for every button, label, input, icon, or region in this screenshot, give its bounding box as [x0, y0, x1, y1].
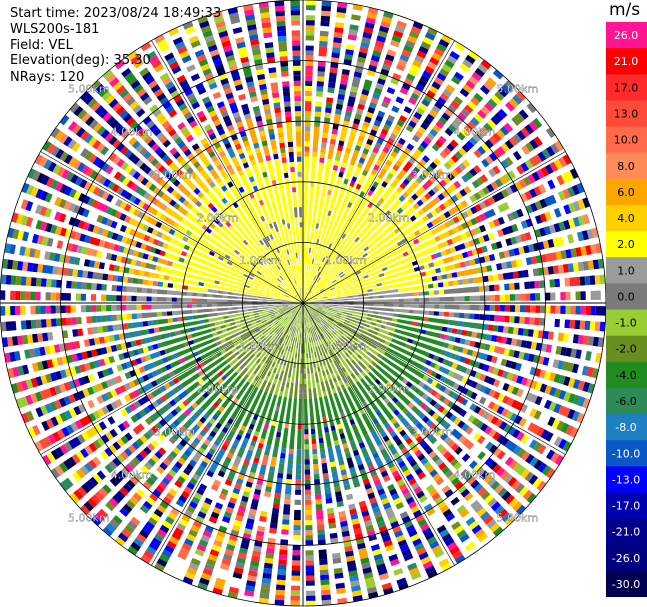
colorbar-swatch: [606, 204, 647, 232]
instrument-label: WLS200s-181: [10, 22, 100, 37]
colorbar-swatch: [606, 387, 647, 415]
ring-label: 1.00km: [239, 254, 281, 267]
ring-label: 4.00km: [111, 468, 153, 481]
colorbar-tick-label: -21.0: [612, 526, 640, 539]
spoke-150: [302, 302, 455, 566]
ring-label: 2.00km: [368, 211, 410, 224]
colorbar-tick-label: 13.0: [614, 107, 639, 120]
spoke-330: [151, 40, 304, 304]
colorbar-tick-label: -1.0: [615, 317, 636, 330]
ring-label: 1.00km: [325, 340, 367, 353]
spoke-240: [40, 302, 304, 455]
colorbar-swatch: [606, 335, 647, 363]
colorbar-tick-label: -10.0: [612, 447, 640, 460]
colorbar-swatch: [606, 152, 647, 180]
colorbar-swatch: [606, 414, 647, 441]
spoke-300: [40, 151, 304, 304]
ring-label: 5.00km: [68, 83, 110, 96]
colorbar-swatch: [606, 48, 647, 75]
colorbar-tick-label: 21.0: [614, 55, 639, 68]
spoke-120: [302, 302, 566, 455]
colorbar-tick-label: 10.0: [614, 134, 639, 147]
ring-label: 1.00km: [325, 254, 367, 267]
ring-label: 3.00km: [154, 168, 196, 181]
colorbar-unit: m/s: [609, 0, 641, 20]
colorbar-tick-label: 8.0: [617, 160, 635, 173]
colorbar-swatch: [606, 283, 647, 310]
ring-label: 2.00km: [368, 383, 410, 396]
colorbar-swatch: [606, 309, 647, 337]
ring-label: 5.00km: [496, 83, 538, 96]
velocity-gates: [0, 0, 607, 606]
colorbar-tick-label: 2.0: [617, 238, 635, 251]
ring-label: 4.00km: [454, 126, 496, 139]
ring-label: 3.00km: [154, 426, 196, 439]
colorbar-tick-label: 4.0: [617, 212, 635, 225]
colorbar-swatch: [606, 492, 647, 520]
colorbar-tick-label: -13.0: [612, 473, 640, 486]
colorbar-swatch: [606, 178, 647, 206]
gate-group-21.0: [15, 27, 592, 595]
colorbar-tick-label: 1.0: [617, 264, 635, 277]
colorbar-swatch: [606, 126, 647, 154]
colorbar-tick-label: -4.0: [615, 369, 636, 382]
colorbar-tick-label: -17.0: [612, 500, 640, 513]
ring-label: 5.00km: [68, 511, 110, 524]
nrays-label: NRays: 120: [10, 70, 85, 85]
colorbar-swatch: [606, 544, 647, 572]
colorbar-swatch: [606, 518, 647, 546]
ring-label: 1.00km: [239, 340, 281, 353]
gate-group--1.0: [15, 15, 606, 596]
colorbar-swatch: [606, 361, 647, 389]
ring-label: 2.00km: [197, 383, 239, 396]
ring-label: 5.00km: [496, 511, 538, 524]
colorbar-tick-label: 6.0: [617, 186, 635, 199]
gate-group-6.0: [25, 4, 595, 606]
ring-label: 4.00km: [454, 468, 496, 481]
spoke-30: [302, 40, 455, 304]
elevation-label: Elevation(deg): 35.30: [10, 53, 151, 68]
colorbar-swatch: [606, 570, 647, 597]
colorbar-tick-label: -2.0: [615, 343, 636, 356]
colorbar-swatch: [606, 466, 647, 493]
ring-label: 3.00km: [411, 168, 453, 181]
colorbar-swatch: [606, 74, 647, 101]
ring-label: 2.00km: [197, 211, 239, 224]
colorbar-swatch: [606, 22, 647, 49]
spoke-60: [302, 151, 566, 304]
colorbar-tick-label: -8.0: [615, 421, 636, 434]
colorbar: 26.0 21.0 17.0 13.0 10.0 8.0 6.0 4.0 2.0 1.0 0.0 -1…: [606, 22, 647, 597]
colorbar-swatch: [606, 231, 647, 258]
azimuth-spokes: [0, 0, 606, 606]
colorbar-swatch: [606, 257, 647, 284]
spoke-210: [151, 302, 304, 566]
colorbar-tick-label: -26.0: [612, 552, 640, 565]
colorbar-tick-label: 26.0: [614, 29, 639, 42]
ring-label: 4.00km: [111, 126, 153, 139]
ring-label: 3.00km: [411, 426, 453, 439]
start-time-label: Start time: 2023/08/24 18:49:33: [10, 6, 222, 21]
colorbar-tick-label: -6.0: [615, 395, 636, 408]
colorbar-tick-label: 0.0: [617, 290, 635, 303]
field-label: Field: VEL: [10, 38, 73, 53]
colorbar-swatch: [606, 440, 647, 467]
range-ring-labels: 1.00km 1.00km 1.00km 1.00km 2.00km 2.00km 2.00…: [68, 83, 538, 525]
colorbar-swatch: [606, 100, 647, 128]
colorbar-tick-label: 17.0: [614, 81, 639, 94]
colorbar-tick-label: -30.0: [612, 578, 640, 591]
